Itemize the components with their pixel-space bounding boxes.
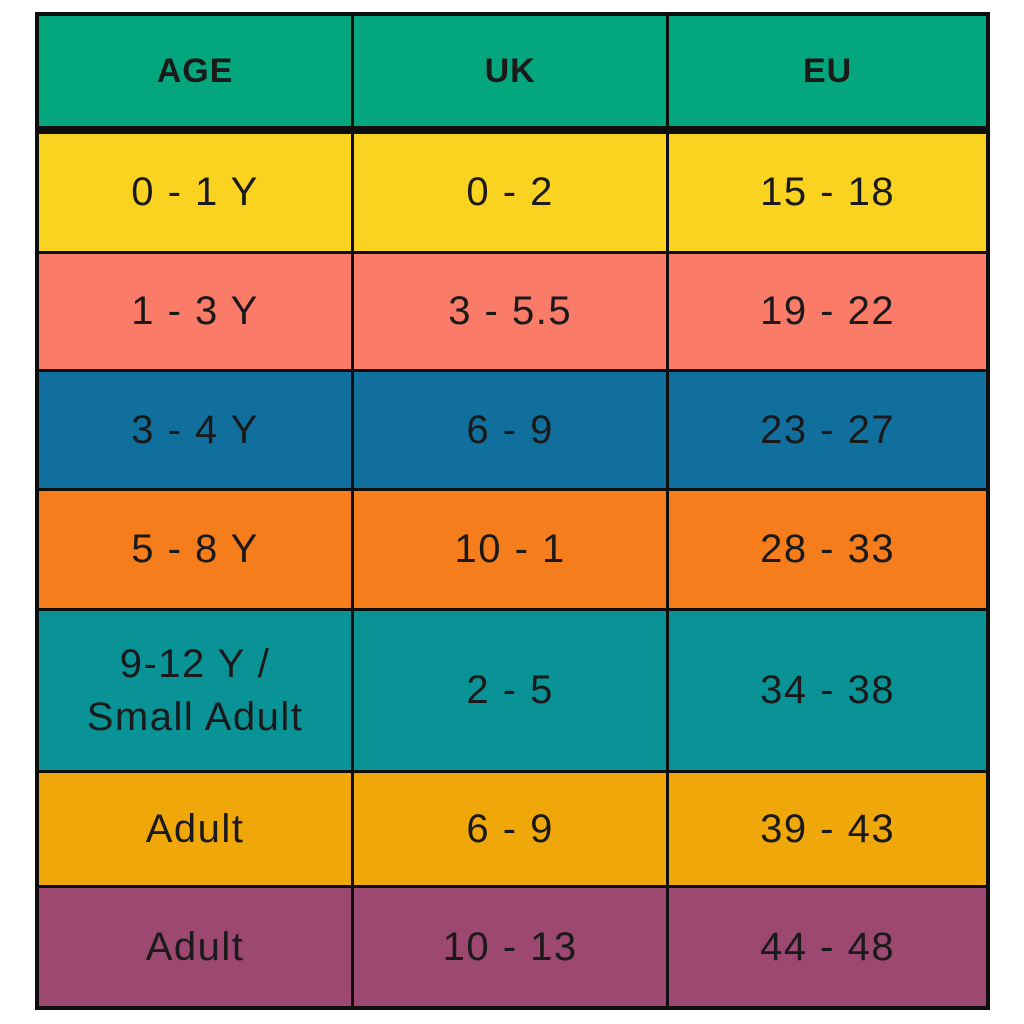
uk-cell: 10 - 13 (354, 888, 667, 1006)
eu-cell: 23 - 27 (669, 372, 986, 488)
header-cell-eu: EU (669, 16, 986, 131)
size-chart-table: AGE UK EU 0 - 1 Y 0 - 2 15 - 18 1 - 3 Y … (35, 12, 990, 1010)
eu-cell: 19 - 22 (669, 254, 986, 369)
age-cell: Adult (39, 888, 352, 1006)
age-cell: Adult (39, 773, 352, 885)
eu-cell: 34 - 38 (669, 611, 986, 770)
header-cell-uk: UK (354, 16, 667, 131)
age-cell: 3 - 4 Y (39, 372, 352, 488)
header-cell-age: AGE (39, 16, 352, 131)
uk-cell: 2 - 5 (354, 611, 667, 770)
uk-cell: 3 - 5.5 (354, 254, 667, 369)
uk-cell: 6 - 9 (354, 773, 667, 885)
age-cell: 5 - 8 Y (39, 491, 352, 608)
eu-cell: 39 - 43 (669, 773, 986, 885)
age-cell: 1 - 3 Y (39, 254, 352, 369)
eu-cell: 44 - 48 (669, 888, 986, 1006)
eu-cell: 28 - 33 (669, 491, 986, 608)
uk-cell: 10 - 1 (354, 491, 667, 608)
age-cell: 9-12 Y / Small Adult (39, 611, 352, 770)
uk-cell: 0 - 2 (354, 134, 667, 251)
eu-cell: 15 - 18 (669, 134, 986, 251)
uk-cell: 6 - 9 (354, 372, 667, 488)
age-cell: 0 - 1 Y (39, 134, 352, 251)
